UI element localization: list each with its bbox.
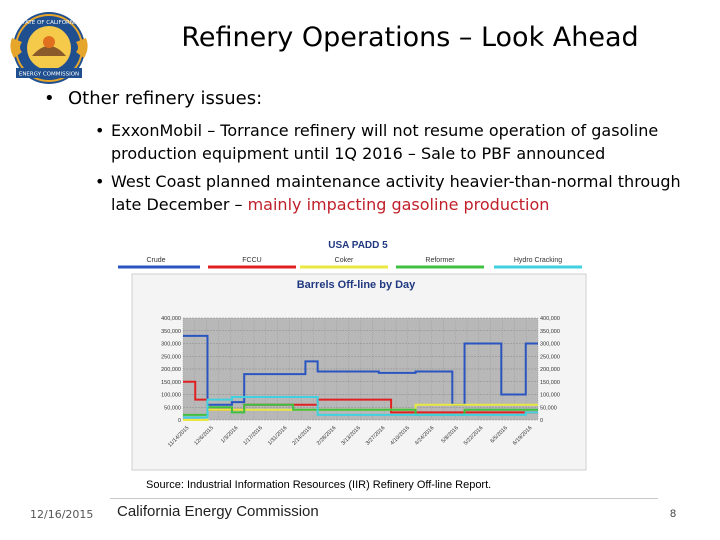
footer-divider — [110, 498, 658, 526]
seal-ring-bottom-text: ENERGY COMMISSION — [19, 72, 79, 78]
legend-label: Coker — [335, 257, 354, 264]
y-tick-label-left: 250,000 — [161, 354, 181, 360]
y-tick-label-left: 350,000 — [161, 329, 181, 335]
chart-title: Barrels Off-line by Day — [297, 279, 416, 291]
slide-title: Refinery Operations – Look Ahead — [181, 22, 639, 53]
y-tick-label-left: 50,000 — [164, 405, 181, 411]
series-line-crude — [183, 334, 538, 406]
y-tick-label-left: 400,000 — [161, 316, 181, 322]
page-number: 8 — [670, 508, 677, 520]
energy-commission-seal: STATE OF CALIFORNIA ENERGY COMMISSION — [10, 12, 88, 84]
legend-label: Hydro Cracking — [514, 257, 562, 264]
chart-series — [183, 334, 538, 421]
padd5-offline-chart: USA PADD 5 Crude FCCU Coker Reformer Hydro C… — [118, 240, 587, 471]
y-axis-ticks: 400,000 350,000 300,000 250,000 200,000 150,0… — [161, 316, 560, 424]
y-tick-label-right: 350,000 — [540, 329, 560, 335]
y-tick-label-right: 250,000 — [540, 354, 560, 360]
y-tick-label-right: 0 — [540, 418, 543, 424]
y-tick-label-left: 150,000 — [161, 380, 181, 386]
series-line-hydro-cracking — [183, 396, 538, 419]
y-tick-label-left: 300,000 — [161, 342, 181, 348]
sub-bullet-text: ExxonMobil – Torrance refinery will not … — [111, 121, 659, 163]
sub-bullet-exxonmobil: • ExxonMobil – Torrance refinery will no… — [95, 119, 705, 165]
series-line-reformer — [183, 403, 538, 416]
seal-ring-top-text: STATE OF CALIFORNIA — [19, 20, 80, 26]
y-tick-label-right: 50,000 — [540, 405, 557, 411]
y-tick-label-right: 300,000 — [540, 342, 560, 348]
chart-header: USA PADD 5 — [328, 240, 388, 251]
bullet-text: Other refinery issues: — [68, 88, 263, 109]
y-tick-label-left: 0 — [178, 418, 181, 424]
chart-legend: Crude FCCU Coker Reformer Hydro Cracking — [118, 257, 582, 269]
footer-date: 12/16/2015 — [30, 508, 94, 521]
y-tick-label-left: 100,000 — [161, 393, 181, 399]
sub-bullet-text: West Coast planned maintenance activity … — [111, 170, 705, 216]
footer-organization: California Energy Commission — [117, 503, 319, 520]
sub-bullet-text-red: mainly impacting gasoline production — [247, 195, 550, 214]
y-tick-label-right: 100,000 — [540, 393, 560, 399]
legend-label: Crude — [146, 257, 165, 264]
bullet-dot: • — [95, 121, 105, 140]
y-tick-label-right: 150,000 — [540, 380, 560, 386]
legend-label: FCCU — [242, 257, 261, 264]
y-tick-label-right: 400,000 — [540, 316, 560, 322]
sub-bullet-text-black: West Coast planned maintenance activity … — [111, 172, 681, 214]
bullet-other-issues: • Other refinery issues: — [44, 88, 263, 109]
bullet-dot: • — [95, 172, 105, 191]
bullet-dot: • — [44, 88, 55, 109]
sub-bullet-maintenance: • West Coast planned maintenance activit… — [95, 170, 705, 216]
y-tick-label-right: 200,000 — [540, 367, 560, 373]
chart-source: Source: Industrial Information Resources… — [146, 479, 492, 491]
legend-label: Reformer — [425, 257, 455, 264]
y-tick-label-left: 200,000 — [161, 367, 181, 373]
